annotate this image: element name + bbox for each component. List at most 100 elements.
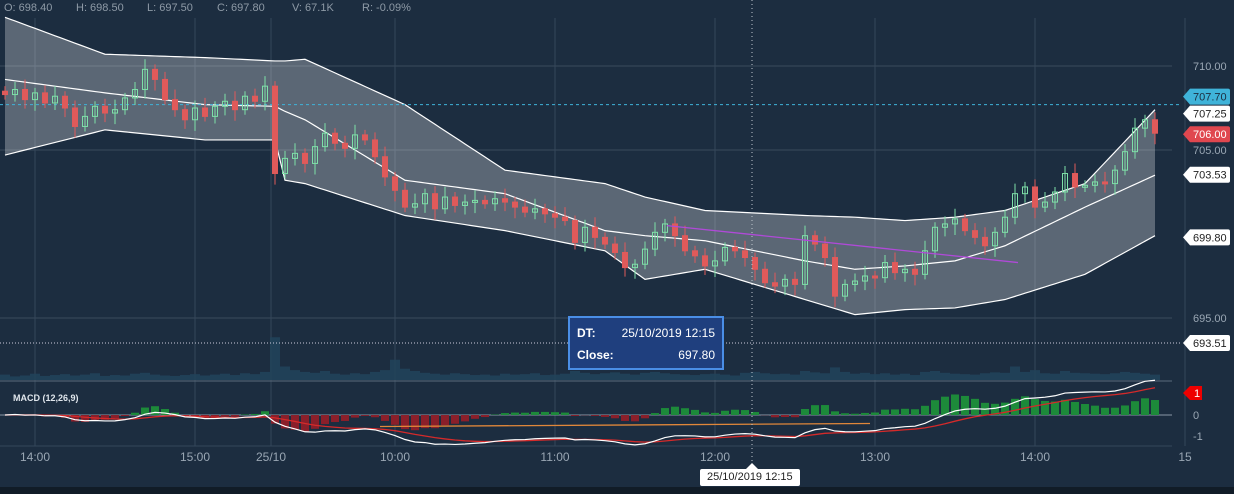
macd-histogram-bar xyxy=(161,409,169,415)
x-tick-label: 10:00 xyxy=(380,450,410,464)
macd-histogram-bar xyxy=(611,415,619,419)
candle xyxy=(952,208,958,236)
candle-body xyxy=(712,260,718,267)
candle xyxy=(782,274,788,296)
candle-body xyxy=(342,142,348,149)
candle-body xyxy=(202,107,208,117)
volume-bar xyxy=(800,371,810,380)
candle xyxy=(912,261,918,286)
volume-bar xyxy=(470,375,480,380)
candle-body xyxy=(472,199,478,203)
candle-body xyxy=(992,231,998,247)
candle-body xyxy=(572,220,578,243)
macd-histogram-bar xyxy=(691,409,699,415)
volume-bar xyxy=(640,372,650,380)
candle-body xyxy=(592,226,598,238)
macd-histogram-bar xyxy=(1111,407,1119,415)
volume-bar xyxy=(1070,372,1080,380)
candle xyxy=(242,91,248,115)
volume-bar xyxy=(760,373,770,380)
candle-body xyxy=(362,134,368,141)
candle-body xyxy=(352,134,358,149)
y-tick-label: 705.00 xyxy=(1193,145,1227,157)
macd-histogram-bar xyxy=(401,415,409,430)
candle xyxy=(1132,118,1138,159)
candle-body xyxy=(562,216,568,222)
candle-body xyxy=(162,78,168,101)
volume-bar xyxy=(380,370,390,380)
volume-bar xyxy=(880,373,890,380)
candle xyxy=(512,197,518,219)
macd-histogram-bar xyxy=(451,415,459,424)
candle xyxy=(362,129,368,145)
volume-bar xyxy=(540,375,550,380)
macd-histogram-bar xyxy=(271,415,279,424)
volume-bar xyxy=(150,374,160,380)
macd-histogram-bar xyxy=(511,412,519,415)
volume-bar xyxy=(260,371,270,380)
candle xyxy=(252,88,258,109)
macd-histogram-bar xyxy=(801,409,809,415)
macd-histogram-bar xyxy=(661,408,669,415)
volume-bar xyxy=(1060,371,1070,380)
volume-bar xyxy=(550,374,560,380)
macd-histogram-bar xyxy=(831,411,839,415)
candle-body xyxy=(62,95,68,109)
macd-histogram-bar xyxy=(851,413,859,415)
candle-body xyxy=(602,236,608,245)
macd-histogram-bar xyxy=(961,395,969,415)
candle-body xyxy=(732,246,738,252)
candle xyxy=(462,194,468,215)
candle-body xyxy=(662,223,668,233)
macd-histogram-bar xyxy=(351,415,359,418)
candle-body xyxy=(702,255,708,267)
candle xyxy=(122,92,128,115)
stat-high: H: 698.50 xyxy=(76,2,124,14)
candle-body xyxy=(182,109,188,121)
candle-body xyxy=(12,89,18,96)
price-tag-bg xyxy=(1183,88,1230,105)
volume-bar xyxy=(310,372,320,380)
volume-bar xyxy=(1130,372,1140,380)
candle-body xyxy=(452,196,458,206)
candle-body xyxy=(1142,119,1148,129)
volume-bar xyxy=(1150,374,1160,380)
candle-body xyxy=(132,89,138,99)
volume-bar xyxy=(480,374,490,380)
macd-histogram-bar xyxy=(821,405,829,415)
macd-histogram-bar xyxy=(781,415,789,418)
candle xyxy=(692,245,698,263)
macd-histogram-bar xyxy=(631,415,639,422)
candle xyxy=(742,240,748,267)
macd-histogram-bar xyxy=(371,415,379,418)
candle xyxy=(762,261,768,288)
volume-bar xyxy=(160,375,170,380)
volume-bar xyxy=(500,373,510,380)
x-tick-label: 14:00 xyxy=(1020,450,1050,464)
candle xyxy=(282,150,288,179)
candle xyxy=(52,86,58,111)
candle xyxy=(262,76,268,111)
macd-histogram-bar xyxy=(541,411,549,415)
candle xyxy=(212,101,218,124)
macd-histogram-bar xyxy=(1031,399,1039,415)
volume-bar xyxy=(1110,373,1120,380)
candle-body xyxy=(642,248,648,265)
volume-bar xyxy=(130,373,140,380)
candle-body xyxy=(972,230,978,238)
volume-bar xyxy=(180,375,190,380)
candle-body xyxy=(72,107,78,127)
volume-bar xyxy=(1030,370,1040,380)
candle xyxy=(1112,165,1118,195)
candle xyxy=(472,190,478,214)
candle-body xyxy=(272,85,278,175)
candle xyxy=(822,236,828,267)
y-tick-label: 710.00 xyxy=(1193,61,1227,73)
candle xyxy=(542,203,548,223)
macd-histogram-bar xyxy=(331,415,339,423)
volume-bar xyxy=(1080,373,1090,380)
macd-histogram-bar xyxy=(771,415,779,418)
candle xyxy=(1102,171,1108,193)
candle xyxy=(162,71,168,105)
